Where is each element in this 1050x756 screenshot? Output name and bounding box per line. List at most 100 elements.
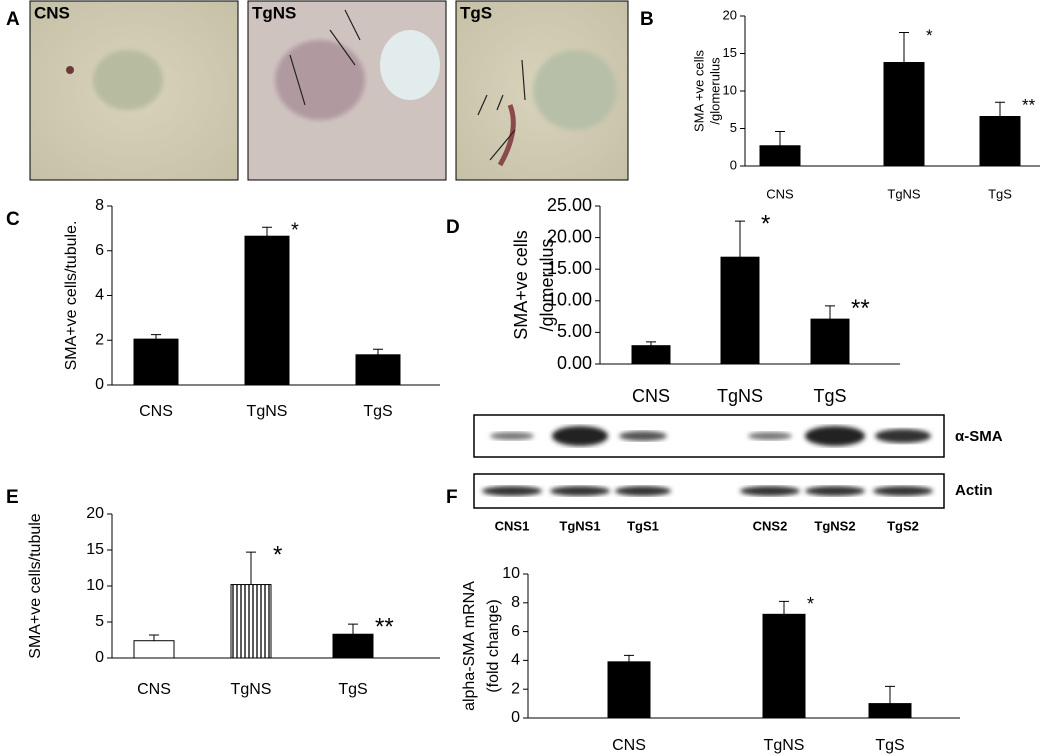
y-axis-label: /glomerulus bbox=[537, 238, 557, 331]
y-tick-label: 4 bbox=[511, 652, 520, 669]
y-tick-label: 10 bbox=[723, 82, 737, 97]
y-tick-label: 25.00 bbox=[547, 195, 592, 215]
panel-label: C bbox=[6, 209, 20, 230]
y-tick-label: 5.00 bbox=[557, 321, 592, 341]
significance-label: * bbox=[761, 211, 770, 238]
error-bar bbox=[899, 32, 909, 63]
significance-label: ** bbox=[1022, 96, 1036, 115]
significance-label: * bbox=[291, 220, 299, 242]
error-bar bbox=[149, 634, 159, 641]
y-tick-label: 20.00 bbox=[547, 226, 592, 246]
y-axis-label: SMA +ve cells bbox=[691, 50, 706, 133]
lane-label: TgS2 bbox=[887, 518, 919, 533]
bar bbox=[332, 633, 374, 659]
lane-label: TgS1 bbox=[627, 518, 659, 533]
error-bar bbox=[348, 623, 358, 635]
bar bbox=[244, 235, 290, 386]
micrograph-label: CNS bbox=[34, 3, 70, 22]
bar bbox=[230, 584, 272, 659]
y-tick-label: 4 bbox=[95, 287, 104, 304]
x-tick-label: TgNS bbox=[717, 386, 763, 406]
y-axis-label: SMA+ve cells bbox=[511, 230, 531, 340]
significance-label: * bbox=[807, 594, 814, 614]
panel-label: D bbox=[446, 217, 460, 238]
lane-label: TgNS1 bbox=[559, 518, 600, 533]
bar bbox=[759, 145, 801, 167]
x-tick-label: TgS bbox=[988, 186, 1012, 201]
lane-label: CNS2 bbox=[753, 518, 788, 533]
y-tick-label: 0 bbox=[95, 649, 104, 666]
y-tick-label: 10 bbox=[86, 577, 104, 594]
band-label: α-SMA bbox=[955, 428, 1003, 445]
y-tick-label: 0.00 bbox=[557, 353, 592, 373]
chart: 0 2 4 6 8 SMA+ve cells/tubule. CNS TgNS * TgS bbox=[63, 197, 440, 420]
y-tick-label: 20 bbox=[723, 7, 737, 22]
error-bar bbox=[151, 334, 161, 340]
panel-label: B bbox=[640, 9, 654, 30]
error-bar bbox=[885, 685, 895, 704]
chart: 0 5 10 15 20 SMA +ve cells/glomerulus CNS TgNS *… bbox=[691, 7, 1040, 201]
x-tick-label: CNS bbox=[612, 737, 646, 754]
y-tick-label: 10.00 bbox=[547, 290, 592, 310]
y-tick-label: 5 bbox=[95, 613, 104, 630]
bar bbox=[762, 613, 806, 719]
panel-label: A bbox=[6, 9, 20, 30]
error-bar bbox=[735, 220, 745, 258]
y-tick-label: 6 bbox=[511, 623, 520, 640]
error-bar bbox=[779, 600, 789, 615]
bar bbox=[133, 640, 175, 659]
error-bar bbox=[825, 305, 835, 320]
significance-label: * bbox=[926, 26, 933, 45]
y-tick-label: 8 bbox=[511, 594, 520, 611]
bar bbox=[631, 345, 671, 365]
y-axis-label: (fold change) bbox=[485, 599, 502, 692]
chart: 0 2 4 6 8 10 alpha-SMA mRNA (fold change) CNS TgN… bbox=[461, 565, 960, 754]
y-tick-label: 6 bbox=[95, 242, 104, 259]
micrograph-label: TgNS bbox=[252, 3, 296, 22]
y-tick-label: 0 bbox=[511, 709, 520, 726]
micrograph-label: TgS bbox=[460, 3, 492, 22]
error-bar bbox=[624, 654, 634, 662]
x-tick-label: TgS bbox=[875, 737, 904, 754]
y-axis-label: alpha-SMA mRNA bbox=[461, 581, 478, 711]
y-tick-label: 2 bbox=[511, 680, 520, 697]
bar bbox=[868, 703, 912, 719]
x-tick-label: TgNS bbox=[764, 737, 805, 754]
bar bbox=[720, 256, 760, 365]
x-tick-label: TgNS bbox=[247, 403, 288, 420]
bar bbox=[133, 338, 179, 386]
western-blot: α-SMA Actin CNS1 TgNS1 TgS1 CNS2 TgNS2 T… bbox=[473, 414, 1003, 533]
error-bar bbox=[246, 551, 256, 585]
y-tick-label: 20 bbox=[86, 505, 104, 522]
error-bar bbox=[646, 341, 656, 346]
y-tick-label: 2 bbox=[95, 331, 104, 348]
y-tick-label: 15 bbox=[86, 541, 104, 558]
chart: 0 5 10 15 20 SMA+ve cells/tubule CNS TgNS * TgS ** bbox=[27, 505, 440, 698]
y-tick-label: 0 bbox=[730, 157, 737, 172]
error-bar bbox=[262, 226, 272, 237]
x-tick-label: TgS bbox=[813, 386, 846, 406]
significance-label: ** bbox=[851, 295, 870, 322]
y-tick-label: 10 bbox=[502, 565, 520, 582]
y-axis-label: /glomerulus bbox=[707, 57, 722, 125]
lane-label: TgNS2 bbox=[814, 518, 855, 533]
lane-label: CNS1 bbox=[495, 518, 530, 533]
significance-label: ** bbox=[375, 614, 394, 641]
y-axis-label: SMA+ve cells/tubule. bbox=[63, 221, 80, 371]
bar bbox=[810, 318, 850, 365]
y-tick-label: 15 bbox=[723, 45, 737, 60]
band-label: Actin bbox=[955, 482, 993, 499]
y-tick-label: 8 bbox=[95, 197, 104, 214]
panel-label: F bbox=[446, 487, 458, 508]
bar bbox=[607, 661, 651, 719]
micrograph: TgNS bbox=[247, 0, 447, 181]
x-tick-label: TgNS bbox=[231, 681, 272, 698]
x-tick-label: TgS bbox=[363, 403, 392, 420]
panel-label: E bbox=[6, 487, 19, 508]
bar bbox=[355, 354, 401, 386]
x-tick-label: CNS bbox=[632, 386, 670, 406]
micrograph: CNS bbox=[29, 0, 239, 181]
x-tick-label: CNS bbox=[766, 186, 794, 201]
